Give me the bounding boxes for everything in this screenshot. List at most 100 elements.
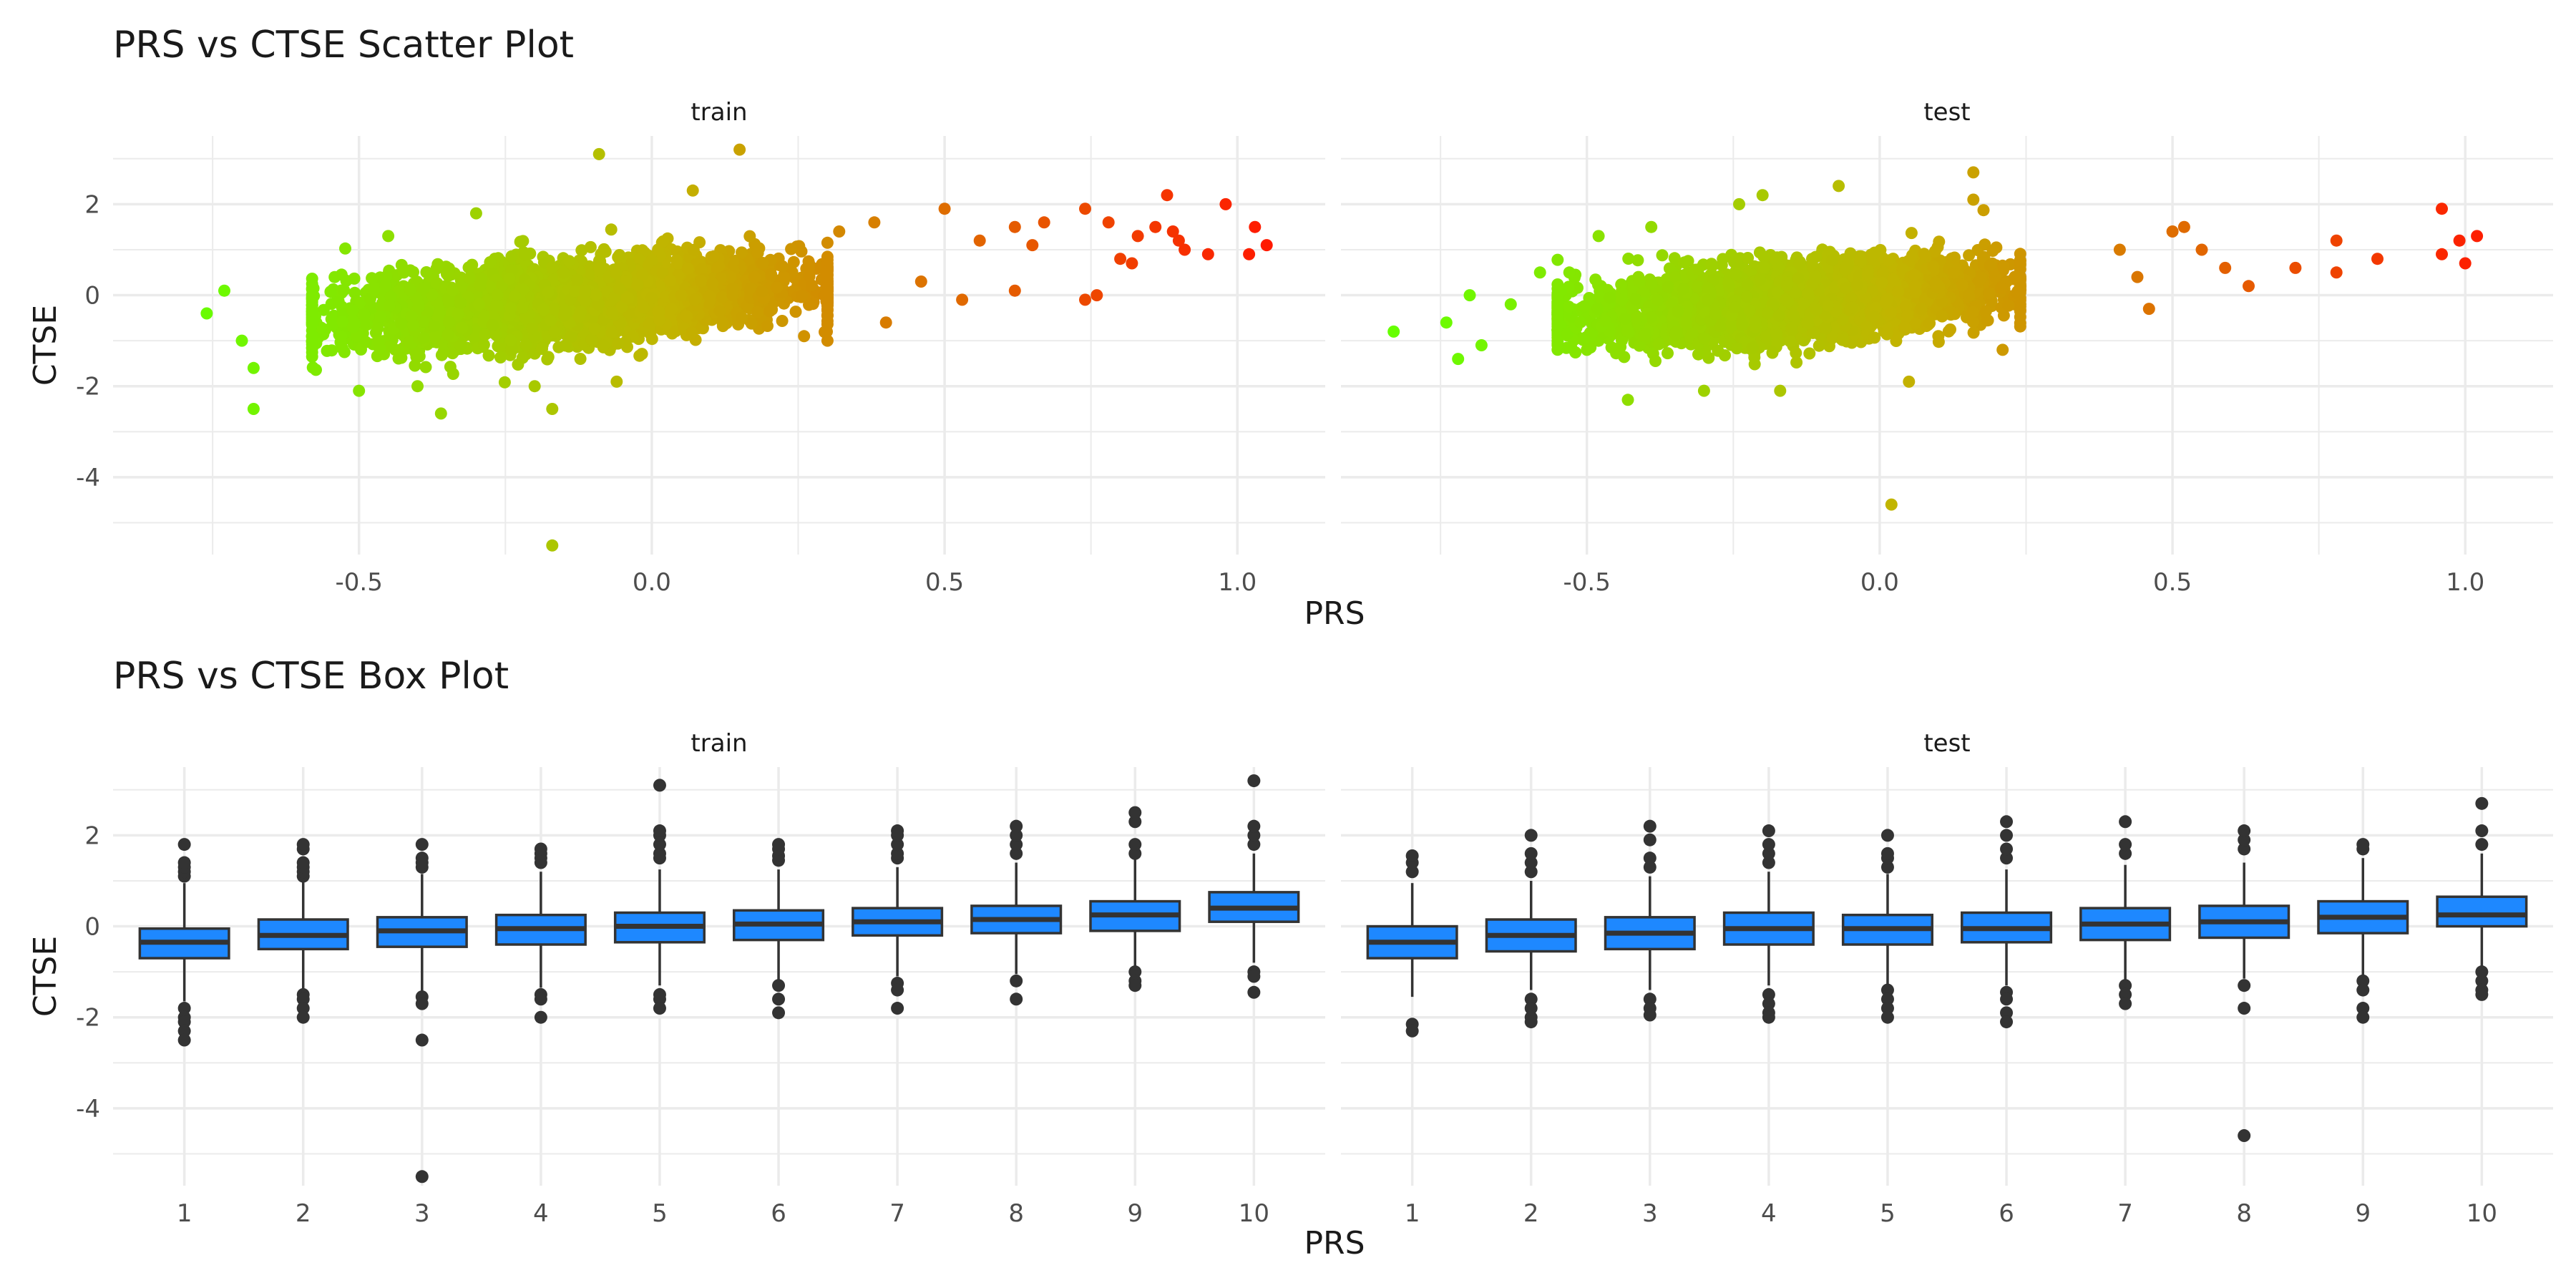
data-point <box>1967 326 1980 339</box>
data-point <box>382 230 395 243</box>
x-tick-label: 0.5 <box>925 568 964 597</box>
data-point <box>557 266 570 279</box>
data-point <box>756 257 769 269</box>
data-point <box>247 361 260 374</box>
data-point <box>1008 284 1021 297</box>
data-point <box>1260 239 1273 252</box>
data-point <box>605 223 618 236</box>
data-point <box>592 147 605 160</box>
data-point <box>486 318 499 331</box>
data-point <box>716 316 729 328</box>
data-point <box>218 284 230 297</box>
data-point <box>454 297 467 309</box>
data-point <box>368 283 381 296</box>
x-tick-label: -0.5 <box>336 568 383 597</box>
data-point <box>584 240 597 253</box>
data-point <box>694 274 707 287</box>
data-point <box>544 314 557 327</box>
data-point <box>310 364 322 376</box>
data-point <box>397 266 410 279</box>
data-point <box>441 328 454 341</box>
data-point <box>1102 216 1115 229</box>
data-point <box>638 301 650 314</box>
data-point <box>494 351 507 364</box>
data-point <box>686 326 698 339</box>
data-point <box>802 262 815 275</box>
data-point <box>680 310 693 323</box>
data-point <box>406 318 419 331</box>
data-point <box>431 258 444 270</box>
data-point <box>308 290 321 303</box>
data-point <box>833 225 846 238</box>
data-point <box>482 349 495 362</box>
data-point <box>379 279 392 292</box>
data-point <box>235 334 248 347</box>
data-point <box>517 235 530 248</box>
x-tick-label: 1.0 <box>2446 568 2484 597</box>
data-point <box>410 351 423 364</box>
data-point <box>706 277 719 290</box>
data-point <box>590 288 602 301</box>
data-point <box>612 337 625 350</box>
data-point <box>444 361 457 374</box>
data-point <box>442 264 455 277</box>
data-point <box>559 339 572 352</box>
data-point <box>703 290 716 303</box>
data-point <box>776 260 789 273</box>
data-point <box>657 235 670 248</box>
data-point <box>395 317 408 330</box>
facet-strip-label: train <box>691 98 747 127</box>
data-point <box>336 342 348 355</box>
data-point <box>631 278 644 291</box>
data-point <box>498 376 511 389</box>
data-point <box>868 216 881 229</box>
data-point <box>1008 220 1021 233</box>
data-point <box>1161 189 1174 202</box>
data-point <box>306 350 318 363</box>
data-point <box>519 248 531 261</box>
x-tick-label: 0.0 <box>1860 568 1899 597</box>
data-point <box>665 303 678 316</box>
data-point <box>914 275 927 288</box>
data-point <box>713 305 726 317</box>
data-point <box>359 336 372 348</box>
data-point <box>708 250 720 263</box>
data-point <box>348 317 361 330</box>
data-point <box>571 273 584 286</box>
data-point <box>1656 249 1669 262</box>
data-point <box>1219 197 1232 210</box>
data-point <box>761 320 774 332</box>
data-point <box>335 268 348 281</box>
data-point <box>1038 216 1050 229</box>
data-point <box>526 322 539 335</box>
data-point <box>645 333 658 346</box>
data-point <box>336 316 349 328</box>
data-point <box>546 260 559 273</box>
data-point <box>484 256 497 268</box>
data-point <box>733 143 746 156</box>
data-point <box>541 353 554 366</box>
data-point <box>417 331 430 344</box>
data-point <box>748 270 761 283</box>
data-point <box>247 403 260 415</box>
x-tick-label: 0.0 <box>633 568 671 597</box>
data-point <box>383 299 396 312</box>
data-point <box>335 330 348 343</box>
data-point <box>605 326 618 339</box>
data-point <box>503 273 516 286</box>
data-point <box>956 293 969 306</box>
data-point <box>664 274 677 287</box>
data-point <box>681 262 694 275</box>
data-point <box>446 283 459 296</box>
data-point <box>504 333 517 346</box>
x-tick-label: 1.0 <box>1218 568 1257 597</box>
data-point <box>454 339 467 352</box>
facet-strip-label: test <box>1923 98 1970 127</box>
data-point <box>1079 293 1091 306</box>
data-point <box>374 342 386 354</box>
data-point <box>428 320 441 333</box>
data-point <box>479 328 492 341</box>
data-point <box>505 250 518 263</box>
data-point <box>622 292 635 305</box>
data-point <box>597 339 610 352</box>
